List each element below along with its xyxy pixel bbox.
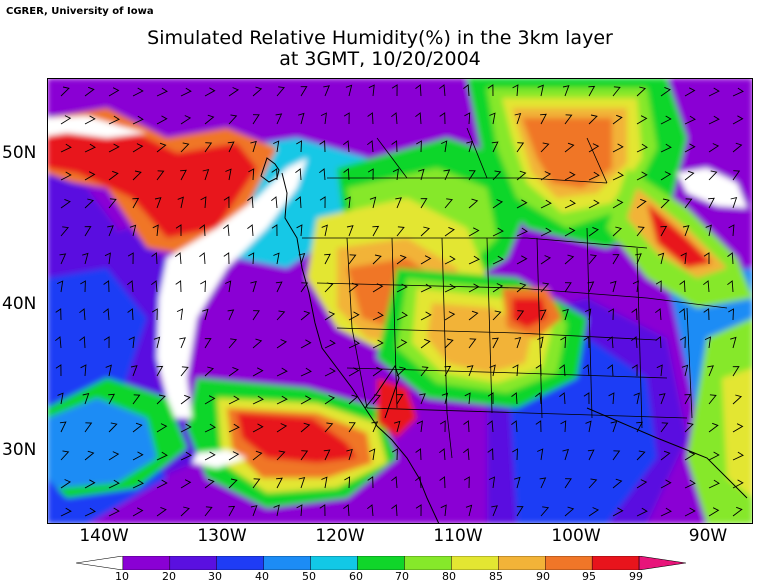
colorbar-segment <box>545 556 593 570</box>
colorbar-segment <box>76 556 124 570</box>
lon-label-110w: 110W <box>433 526 483 546</box>
colorbar-label: 50 <box>302 570 316 583</box>
colorbar-segment <box>638 556 686 570</box>
colorbar-segment <box>216 556 264 570</box>
coastlines <box>260 157 748 524</box>
colorbar <box>76 556 686 570</box>
colorbar-segment <box>498 556 546 570</box>
colorbar-label: 99 <box>629 570 643 583</box>
map-title: Simulated Relative Humidity(%) in the 3k… <box>0 28 760 70</box>
colorbar-segment <box>310 556 358 570</box>
title-line-2: at 3GMT, 10/20/2004 <box>279 48 481 70</box>
colorbar-label: 80 <box>442 570 456 583</box>
colorbar-label: 30 <box>208 570 222 583</box>
colorbar-label: 10 <box>115 570 129 583</box>
lon-label-100w: 100W <box>551 526 601 546</box>
colorbar-segment <box>169 556 217 570</box>
colorbar-segment <box>263 556 311 570</box>
colorbar-segment <box>122 556 171 570</box>
state-borders <box>302 127 728 459</box>
humidity-map <box>47 78 753 524</box>
colorbar-label: 70 <box>395 570 409 583</box>
lon-label-90w: 90W <box>688 526 728 546</box>
colorbar-label: 85 <box>489 570 503 583</box>
map-frame <box>47 78 753 524</box>
lon-label-130w: 130W <box>197 526 247 546</box>
wind-barbs <box>55 84 744 517</box>
colorbar-label: 90 <box>536 570 550 583</box>
colorbar-segment <box>404 556 452 570</box>
lon-label-140w: 140W <box>79 526 129 546</box>
colorbar-segment <box>591 556 640 570</box>
colorbar-label: 20 <box>162 570 176 583</box>
humidity-field <box>47 78 753 524</box>
title-line-1: Simulated Relative Humidity(%) in the 3k… <box>147 27 613 49</box>
colorbar-label: 60 <box>349 570 363 583</box>
lat-label-50n: 50N <box>2 143 37 163</box>
lon-label-120w: 120W <box>315 526 365 546</box>
colorbar-segment <box>451 556 499 570</box>
colorbar-label: 40 <box>255 570 269 583</box>
lat-label-40n: 40N <box>2 294 37 314</box>
colorbar-label: 95 <box>582 570 596 583</box>
lat-label-30n: 30N <box>2 440 37 460</box>
colorbar-segment <box>357 556 405 570</box>
credit-text: CGRER, University of Iowa <box>6 6 154 17</box>
